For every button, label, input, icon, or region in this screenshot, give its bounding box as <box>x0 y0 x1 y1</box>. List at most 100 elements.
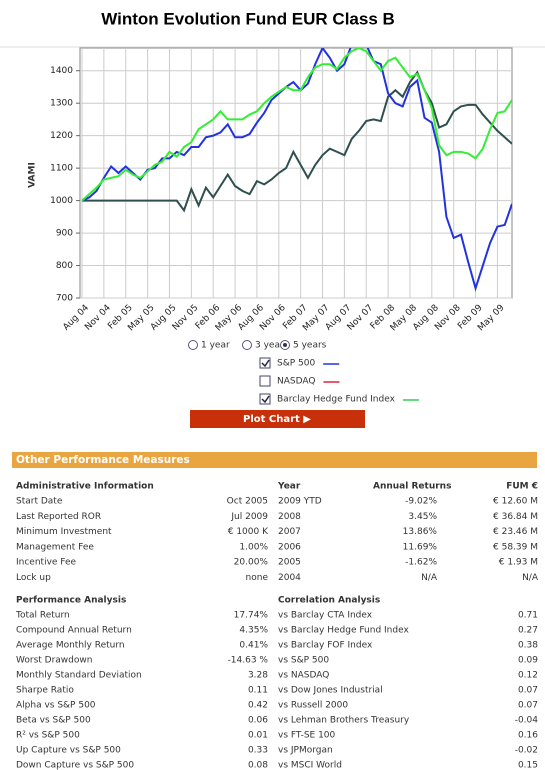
table-cell: Down Capture vs S&P 500 <box>16 761 134 770</box>
table-cell: N/A <box>421 573 438 583</box>
checkbox[interactable] <box>259 375 271 387</box>
table-cell: 0.07 <box>518 701 538 711</box>
table-cell: Average Monthly Return <box>16 641 125 651</box>
radio[interactable] <box>188 340 198 350</box>
check <box>261 395 270 404</box>
table-cell: vs Barclay FOF Index <box>278 641 373 651</box>
table-cell: vs Barclay CTA Index <box>278 611 373 621</box>
plot-button-label[interactable]: Plot Chart ▶ <box>243 414 311 425</box>
table-header: Performance Analysis <box>16 596 126 606</box>
radio[interactable] <box>242 340 252 350</box>
table-cell: Up Capture vs S&P 500 <box>16 746 121 756</box>
table-cell: € 1.93 M <box>499 558 538 568</box>
table-cell: Monthly Standard Deviation <box>16 671 142 681</box>
table-cell: -1.62% <box>405 558 437 568</box>
table-cell: -14.63 % <box>228 656 269 666</box>
table-cell: 0.12 <box>518 671 538 681</box>
table-cell: € 58.39 M <box>493 542 538 552</box>
table-cell: Alpha vs S&P 500 <box>16 701 96 711</box>
table-cell: -0.04 <box>515 716 539 726</box>
table-cell: vs JPMorgan <box>278 746 333 756</box>
table-cell: 2008 <box>278 512 301 522</box>
table-cell: 2006 <box>278 542 301 552</box>
table-cell: 0.11 <box>248 686 268 696</box>
section-title: Other Performance Measures <box>16 454 190 466</box>
y-tick-label: 1100 <box>50 164 73 174</box>
table-cell: vs MSCI World <box>278 761 342 770</box>
table-cell: 0.07 <box>518 686 538 696</box>
check <box>261 359 270 368</box>
radio-label[interactable]: 5 years <box>293 341 327 351</box>
table-cell: none <box>246 573 269 583</box>
table-cell: 2009 YTD <box>278 497 322 507</box>
table-cell: 0.42 <box>248 701 268 711</box>
checkbox-label[interactable]: Barclay Hedge Fund Index <box>277 395 396 405</box>
page-title: Winton Evolution Fund EUR Class B <box>101 9 395 28</box>
checkbox[interactable] <box>259 393 271 405</box>
table-cell: 3.28 <box>248 671 268 681</box>
table-cell: Oct 2005 <box>227 497 268 507</box>
table-cell: 0.01 <box>248 731 268 741</box>
table-cell: 0.33 <box>248 746 268 756</box>
table-cell: Last Reported ROR <box>16 512 101 522</box>
table-cell: Sharpe Ratio <box>16 686 74 696</box>
table-cell: € 1000 K <box>228 527 269 537</box>
table-header: Annual Returns <box>373 482 451 492</box>
y-tick-label: 1300 <box>50 99 73 109</box>
table-cell: vs Lehman Brothers Treasury <box>278 716 410 726</box>
table-cell: 2007 <box>278 527 301 537</box>
table-header: FUM € <box>506 482 538 492</box>
table-cell: 11.69% <box>403 542 438 552</box>
radio-label[interactable]: 1 year <box>201 341 230 351</box>
table-cell: Beta vs S&P 500 <box>16 716 91 726</box>
radio-label[interactable]: 3 years <box>255 341 289 351</box>
checkbox-label[interactable]: S&P 500 <box>277 359 315 369</box>
table-cell: Management Fee <box>16 542 94 552</box>
table-cell: 2004 <box>278 573 301 583</box>
series-line <box>81 48 512 202</box>
table-cell: R² vs S&P 500 <box>16 731 80 741</box>
table-cell: -0.02 <box>515 746 538 756</box>
checkbox[interactable] <box>259 357 271 369</box>
table-cell: 0.09 <box>518 656 538 666</box>
y-tick-label: 1400 <box>50 66 73 76</box>
table-cell: vs Dow Jones Industrial <box>278 686 383 696</box>
table-header: Year <box>277 482 301 492</box>
y-axis-label: VAMI <box>28 162 38 188</box>
table-cell: € 12.60 M <box>493 497 538 507</box>
table-cell: vs Russell 2000 <box>278 701 348 711</box>
lines <box>81 48 512 292</box>
table-cell: 13.86% <box>403 527 438 537</box>
table-cell: Jul 2009 <box>230 512 268 522</box>
table-cell: Minimum Investment <box>16 527 112 537</box>
table-cell: 0.16 <box>518 731 538 741</box>
table-cell: 0.08 <box>248 761 268 770</box>
checkbox-label[interactable]: NASDAQ <box>277 377 315 387</box>
series-line <box>81 48 512 292</box>
table-cell: € 36.84 M <box>493 512 538 522</box>
table-cell: 4.35% <box>239 626 268 636</box>
y-tick-label: 1000 <box>50 196 73 206</box>
table-cell: 0.27 <box>518 626 538 636</box>
table-cell: vs Barclay Hedge Fund Index <box>278 626 409 636</box>
series-line <box>82 70 512 213</box>
table-cell: vs FT-SE 100 <box>278 731 336 741</box>
table-cell: Total Return <box>15 611 70 621</box>
table-cell: 2005 <box>278 558 301 568</box>
y-tick-label: 700 <box>56 294 73 304</box>
table-cell: € 23.46 M <box>493 527 538 537</box>
table-cell: 0.41% <box>239 641 268 651</box>
y-tick-label: 800 <box>56 261 73 271</box>
table-cell: 0.71 <box>518 611 538 621</box>
y-tick-label: 1200 <box>50 131 73 141</box>
table-cell: 17.74% <box>234 611 269 621</box>
table-header: Correlation Analysis <box>278 596 380 606</box>
table-cell: Lock up <box>16 573 51 583</box>
table-cell: -9.02% <box>405 497 437 507</box>
plot-button[interactable] <box>190 410 365 428</box>
table-cell: N/A <box>522 573 539 583</box>
table-cell: Compound Annual Return <box>16 626 132 636</box>
table-cell: 3.45% <box>408 512 437 522</box>
table-cell: Start Date <box>16 497 63 507</box>
